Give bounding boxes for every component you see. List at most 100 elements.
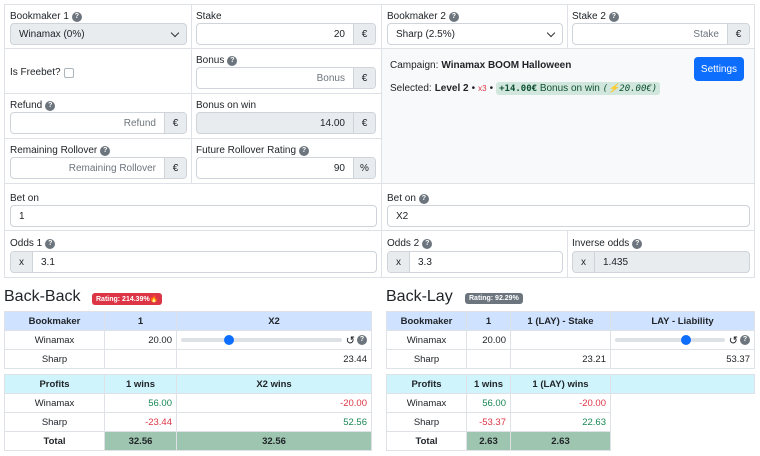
col-header: X2 [176, 311, 372, 331]
freebet-checkbox[interactable] [63, 67, 74, 78]
total-row: Total 2.63 2.63 [386, 431, 755, 451]
help-icon[interactable]: ? [100, 145, 111, 156]
liability-value: 53.37 [610, 349, 755, 369]
remaining-rollover-label: Remaining Rollover [10, 145, 98, 156]
table-row: Sharp -23.44 52.56 [4, 412, 372, 432]
remaining-rollover-input[interactable]: Remaining Rollover € [10, 157, 187, 179]
bookmaker-name: Winamax [386, 393, 467, 413]
profit-value: 22.63 [510, 412, 611, 432]
odds1-cell: Odds 1? x 3.1 [4, 231, 382, 278]
bet-on2-label: Bet on [387, 193, 416, 204]
bonus-extra: (⚡20.00€) [602, 84, 658, 94]
total-label: Total [386, 431, 467, 451]
bet-on1-input[interactable]: 1 [10, 205, 377, 227]
inverse-odds-label: Inverse odds [572, 238, 630, 249]
settings-button[interactable]: Settings [694, 57, 744, 81]
col-header: 1 [466, 311, 511, 331]
campaign-panel: Campaign: Winamax BOOM Halloween Settings… [382, 49, 755, 184]
help-icon[interactable]: ? [422, 238, 433, 249]
help-icon[interactable]: ? [45, 100, 56, 111]
help-icon[interactable]: ? [45, 238, 56, 249]
bookmaker2-select[interactable]: Sharp (2.5%) [387, 23, 563, 45]
help-icon[interactable]: ? [418, 193, 429, 204]
help-icon[interactable]: ? [608, 11, 619, 22]
col-header: LAY - Liability [610, 311, 755, 331]
bet-on2-cell: Bet on? X2 [382, 184, 755, 231]
campaign-name: Winamax BOOM Halloween [441, 60, 572, 71]
col-header: Profits [4, 374, 105, 394]
table-row: Sharp 23.44 [4, 349, 372, 369]
help-icon[interactable]: ? [632, 238, 643, 249]
help-icon[interactable]: ? [227, 55, 238, 66]
reset-icon[interactable]: ↺ [345, 334, 355, 347]
bookmaker-name: Sharp [386, 412, 467, 432]
stake-slider-handle[interactable] [224, 335, 235, 345]
bookmaker1-cell: Bookmaker 1? Winamax (0%) [4, 4, 192, 49]
stake-slider-track[interactable] [181, 338, 342, 342]
chevron-down-icon [540, 24, 562, 44]
separator-dot: • [489, 83, 494, 94]
stake-value: 23.44 [176, 349, 372, 369]
col-header: X2 wins [176, 374, 372, 394]
bookmaker1-select[interactable]: Winamax (0%) [10, 23, 187, 45]
bonus-label: Bonus [196, 55, 225, 66]
refund-input[interactable]: Refund € [10, 112, 187, 134]
col-header: Profits [386, 374, 467, 394]
table-row: Winamax 20.00 ↺? [4, 330, 372, 350]
col-header: 1 (LAY) - Stake [510, 311, 611, 331]
bookmaker-name: Sharp [4, 412, 105, 432]
future-rollover-cell: Future Rollover Rating? 90% [192, 139, 382, 184]
profit-value: -20.00 [176, 393, 372, 413]
stake1-cell: Stake 20 € [192, 4, 382, 49]
odds1-input[interactable]: x 3.1 [10, 251, 377, 273]
stake-value: 20.00 [104, 330, 177, 350]
bonus-cell: Bonus? Bonus € [192, 49, 382, 94]
reset-icon[interactable]: ↺ [728, 334, 738, 347]
bet-on2-input[interactable]: X2 [387, 205, 750, 227]
help-icon[interactable]: ? [740, 335, 750, 345]
liability-slider-track[interactable] [615, 338, 725, 342]
help-icon[interactable]: ? [71, 11, 82, 22]
liability-slider-handle[interactable] [681, 335, 692, 345]
bookmaker1-label: Bookmaker 1 [10, 11, 69, 22]
bet-on1-cell: Bet on 1 [4, 184, 382, 231]
remaining-rollover-cell: Remaining Rollover? Remaining Rollover € [4, 139, 192, 184]
col-header: 1 (LAY) wins [510, 374, 611, 394]
campaign-level: Level 2 [434, 83, 469, 94]
help-icon[interactable]: ? [357, 335, 367, 345]
table-row: Sharp 23.21 53.37 [386, 349, 755, 369]
table-row: Winamax 56.00 -20.00 [4, 393, 372, 413]
bookmaker-name: Winamax [4, 393, 105, 413]
stake-value: 23.21 [510, 349, 611, 369]
bookmaker-name: Winamax [4, 330, 105, 350]
odds1-label: Odds 1 [10, 238, 43, 249]
inverse-odds-field: x 1.435 [572, 251, 750, 273]
backback-rating-badge: Rating: 214.39%🔥 [92, 293, 163, 305]
freebet-cell: Is Freebet? [4, 49, 192, 94]
bonus-input[interactable]: Bonus € [196, 67, 376, 89]
profit-value: 56.00 [104, 393, 177, 413]
profit-value: -53.37 [466, 412, 511, 432]
odds2-label: Odds 2 [387, 238, 420, 249]
total-label: Total [4, 431, 105, 451]
stake2-input[interactable]: Stake € [572, 23, 750, 45]
refund-label: Refund [10, 100, 43, 111]
col-header: Bookmaker [4, 311, 105, 331]
help-icon[interactable]: ? [448, 11, 459, 22]
backlay-stakes-table: Bookmaker 1 1 (LAY) - Stake LAY - Liabil… [386, 311, 755, 369]
stake2-cell: Stake 2? Stake € [568, 4, 755, 49]
selected-prefix: Selected: [390, 83, 432, 94]
total-value: 2.63 [466, 431, 511, 451]
col-header: 1 wins [466, 374, 511, 394]
bonus-text: Bonus on win [539, 83, 600, 94]
table-header-row: Profits 1 wins 1 (LAY) wins [386, 374, 755, 394]
freebet-label: Is Freebet? [10, 67, 61, 78]
help-icon[interactable]: ? [299, 145, 310, 156]
backback-title: Back-Back [4, 288, 81, 305]
stake1-input[interactable]: 20 € [196, 23, 376, 45]
bookmaker-name: Sharp [4, 349, 105, 369]
odds2-input[interactable]: x 3.3 [387, 251, 563, 273]
total-value: 2.63 [510, 431, 611, 451]
future-rollover-input[interactable]: 90% [196, 157, 376, 179]
bonus-on-win-cell: Bonus on win 14.00 € [192, 94, 382, 139]
